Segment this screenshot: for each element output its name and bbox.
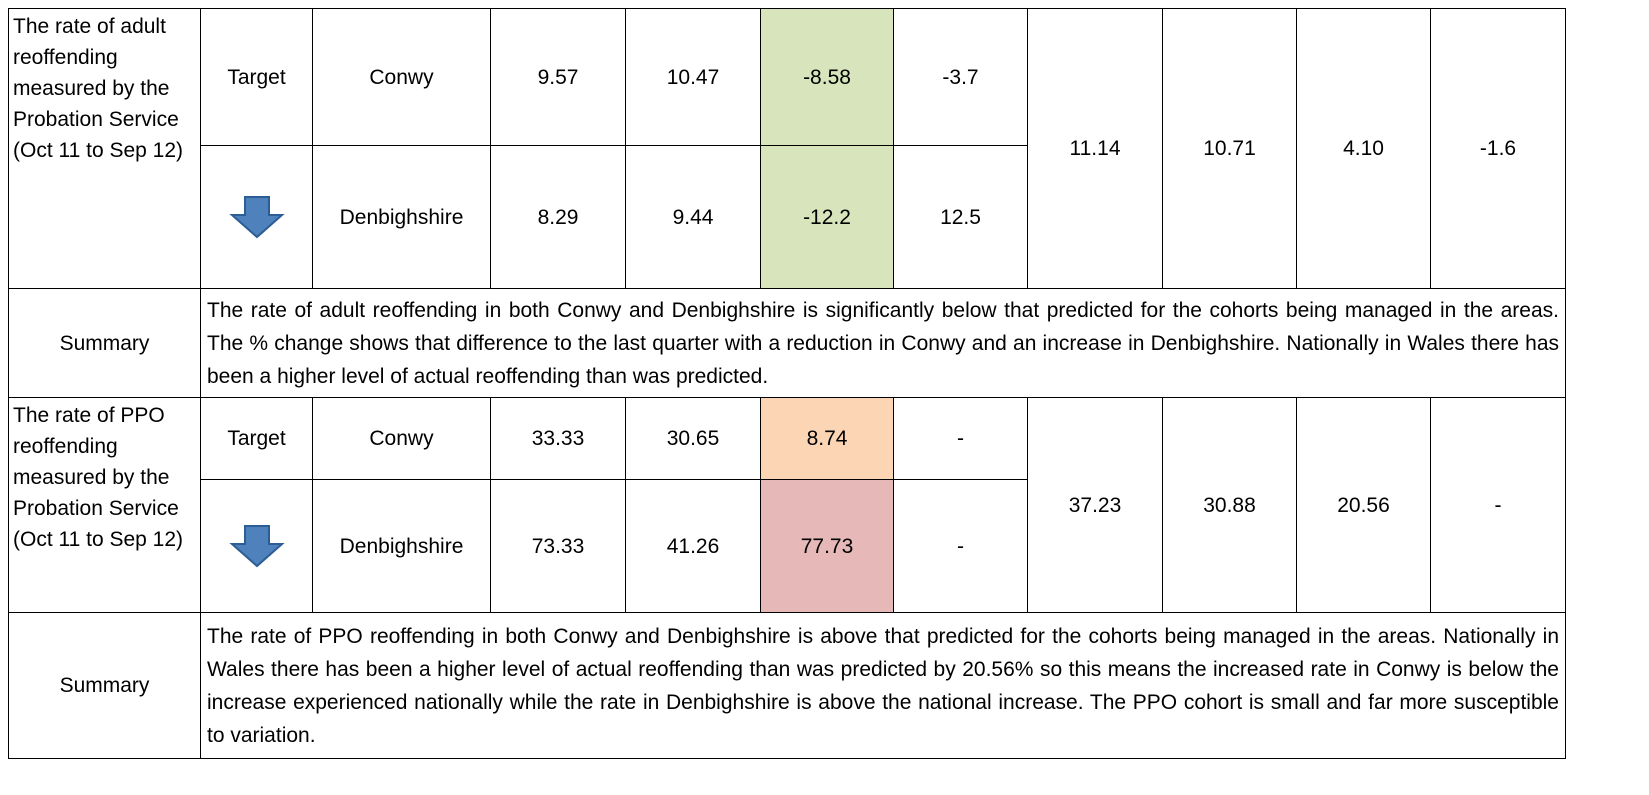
- wales-value: 20.56: [1296, 397, 1431, 613]
- value-cell: 8.74: [760, 397, 894, 480]
- value-cell: 9.57: [490, 8, 626, 146]
- value-cell: 10.47: [625, 8, 761, 146]
- value-cell: -: [893, 479, 1028, 613]
- value-cell: 41.26: [625, 479, 761, 613]
- wales-value: -: [1430, 397, 1566, 613]
- summary-text: The rate of PPO reoffending in both Conw…: [200, 612, 1566, 759]
- value-cell: 33.33: [490, 397, 626, 480]
- value-cell: 77.73: [760, 479, 894, 613]
- value-cell: 73.33: [490, 479, 626, 613]
- wales-value: 10.71: [1162, 8, 1297, 289]
- wales-value: 30.88: [1162, 397, 1297, 613]
- value-cell: -12.2: [760, 145, 894, 289]
- marker-icon: [200, 145, 313, 289]
- marker-icon: [200, 479, 313, 613]
- summary-text: The rate of adult reoffending in both Co…: [200, 288, 1566, 398]
- area: Denbighshire: [312, 145, 491, 289]
- summary-label: Summary: [8, 612, 201, 759]
- area: Conwy: [312, 397, 491, 480]
- value-cell: 8.29: [490, 145, 626, 289]
- wales-value: 11.14: [1027, 8, 1163, 289]
- value-cell: 30.65: [625, 397, 761, 480]
- marker: Target: [200, 8, 313, 146]
- wales-value: 4.10: [1296, 8, 1431, 289]
- indicator-label: The rate of adult reoffending measured b…: [8, 8, 201, 289]
- wales-value: 37.23: [1027, 397, 1163, 613]
- value-cell: -: [893, 397, 1028, 480]
- indicator-label: The rate of PPO reoffending measured by …: [8, 397, 201, 613]
- report-table: The rate of adult reoffending measured b…: [8, 8, 1566, 759]
- summary-label: Summary: [8, 288, 201, 398]
- value-cell: -3.7: [893, 8, 1028, 146]
- value-cell: 12.5: [893, 145, 1028, 289]
- wales-value: -1.6: [1430, 8, 1566, 289]
- down-arrow: [228, 196, 285, 239]
- marker: Target: [200, 397, 313, 480]
- area: Conwy: [312, 8, 491, 146]
- down-arrow: [228, 525, 285, 568]
- value-cell: -8.58: [760, 8, 894, 146]
- area: Denbighshire: [312, 479, 491, 613]
- value-cell: 9.44: [625, 145, 761, 289]
